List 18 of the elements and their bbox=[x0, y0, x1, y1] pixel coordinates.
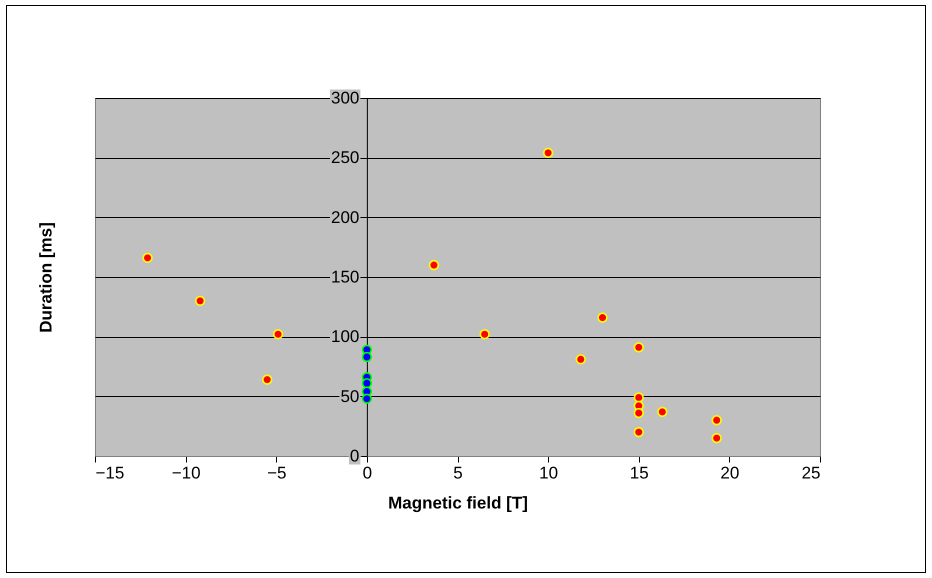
x-tick-label: 0 bbox=[362, 464, 372, 482]
y-tick-label: 250 bbox=[331, 148, 360, 168]
x-tick-label: −10 bbox=[172, 464, 201, 482]
x-axis-title: Magnetic field [T] bbox=[388, 494, 528, 512]
x-tick-label: −5 bbox=[267, 464, 286, 482]
y-tick-label: 150 bbox=[331, 268, 360, 286]
x-tick-label: 25 bbox=[802, 464, 820, 482]
y-tick-label: 50 bbox=[340, 386, 360, 406]
y-tick-label: 200 bbox=[331, 208, 360, 227]
x-tick-label: 5 bbox=[453, 464, 463, 482]
y-tick-label: 100 bbox=[331, 327, 360, 346]
x-tick-label: 20 bbox=[720, 464, 740, 482]
y-axis-title: Duration [ms] bbox=[36, 222, 56, 333]
x-tick-label: 15 bbox=[630, 464, 649, 482]
x-tick-label: 10 bbox=[539, 464, 558, 482]
y-tick-label: 0 bbox=[350, 446, 360, 466]
y-tick-label: 300 bbox=[331, 88, 360, 108]
x-tick-label: −15 bbox=[96, 464, 124, 482]
